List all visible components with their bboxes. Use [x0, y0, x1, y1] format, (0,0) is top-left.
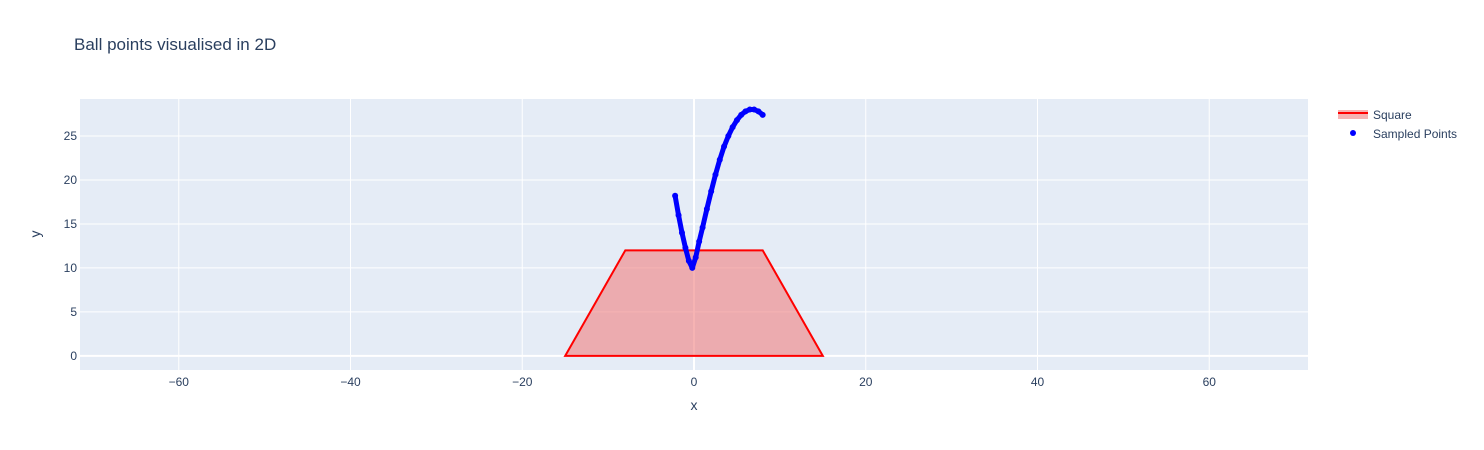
- legend-points-label: Sampled Points: [1373, 127, 1457, 141]
- sampled-point: [685, 257, 692, 264]
- x-tick-labels: −60 −40 −20 0 20 40 60: [169, 375, 1217, 389]
- legend-item-square[interactable]: Square: [1338, 108, 1412, 122]
- sampled-point: [716, 156, 723, 163]
- square-polygon: [563, 249, 825, 357]
- sampled-point: [699, 224, 706, 231]
- x-tick-label: 60: [1203, 375, 1217, 389]
- sampled-point: [708, 188, 715, 195]
- y-tick-label: 5: [70, 305, 77, 319]
- sampled-point: [721, 143, 728, 150]
- y-tick-label: 20: [64, 173, 78, 187]
- sampled-point: [746, 106, 753, 113]
- legend: Square Sampled Points: [1338, 108, 1457, 141]
- x-tick-label: 40: [1031, 375, 1045, 389]
- sampled-point: [689, 264, 696, 271]
- sampled-point: [755, 108, 762, 115]
- sampled-point: [733, 117, 740, 124]
- x-tick-label: −20: [512, 375, 533, 389]
- sampled-point: [725, 132, 732, 139]
- y-tick-label: 0: [70, 349, 77, 363]
- y-tick-label: 15: [64, 217, 78, 231]
- sampled-points: [672, 106, 766, 271]
- y-axis-title: y: [27, 231, 43, 238]
- legend-square-swatch: [1338, 110, 1368, 119]
- sampled-point: [678, 229, 685, 236]
- sampled-point: [759, 111, 766, 118]
- legend-item-sampled-points[interactable]: Sampled Points: [1350, 127, 1457, 141]
- y-tick-labels: 0 5 10 15 20 25: [64, 129, 78, 363]
- x-tick-label: 0: [691, 375, 698, 389]
- legend-points-marker: [1350, 130, 1356, 136]
- sampled-point: [682, 244, 689, 251]
- sampled-point: [703, 205, 710, 212]
- y-tick-label: 25: [64, 129, 78, 143]
- sampled-point: [672, 192, 679, 199]
- sampled-point: [692, 254, 699, 261]
- y-tick-label: 10: [64, 261, 78, 275]
- x-tick-label: 20: [859, 375, 873, 389]
- plot-traces: [563, 106, 825, 357]
- x-axis-title: x: [691, 397, 698, 413]
- sampled-point: [712, 171, 719, 178]
- sampled-point: [675, 212, 682, 219]
- legend-square-label: Square: [1373, 108, 1412, 122]
- sampled-point: [729, 124, 736, 131]
- sampled-point: [696, 238, 703, 245]
- sampled-point: [738, 111, 745, 118]
- x-tick-label: −60: [169, 375, 190, 389]
- chart-title: Ball points visualised in 2D: [74, 35, 276, 54]
- x-tick-label: −40: [340, 375, 361, 389]
